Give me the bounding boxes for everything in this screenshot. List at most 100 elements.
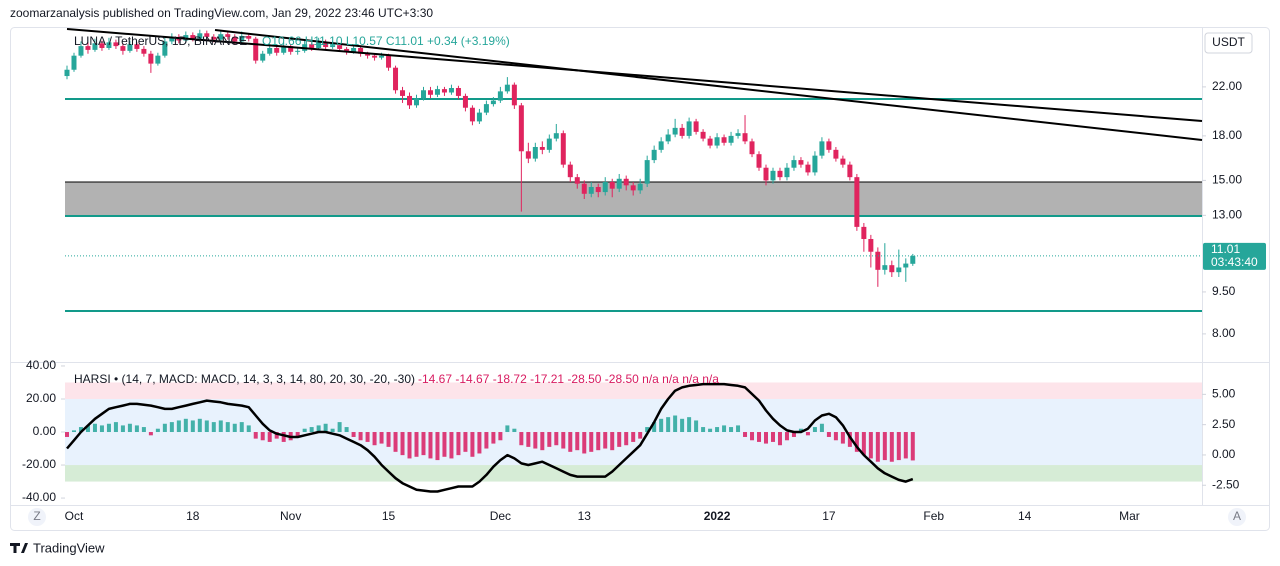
histogram-bar	[120, 425, 125, 433]
histogram-bar	[854, 432, 859, 452]
histogram-bar	[889, 432, 894, 462]
y-tick-label: 20.00	[26, 391, 56, 405]
histogram-bar	[141, 427, 146, 433]
histogram-bar	[71, 430, 76, 433]
candle-body	[358, 47, 364, 54]
histogram-bar	[505, 425, 510, 433]
candle-body	[127, 44, 133, 51]
histogram-bar	[92, 423, 97, 433]
candle-body	[113, 42, 119, 47]
candle-body	[400, 90, 406, 96]
zoom-button-label[interactable]: Z	[33, 509, 40, 523]
histogram-bar	[274, 432, 279, 439]
histogram-bar	[596, 432, 601, 451]
last-price-label: 11.01	[1211, 242, 1240, 256]
candle-body	[267, 47, 273, 54]
candle-body	[609, 182, 615, 189]
zoom-button[interactable]	[28, 508, 46, 526]
histogram-bar	[351, 432, 356, 437]
auto-button[interactable]	[1228, 508, 1246, 526]
histogram-bar	[610, 432, 615, 451]
y2-tick-label: 0.00	[1212, 447, 1236, 461]
histogram-bar	[708, 428, 713, 433]
histogram-bar	[260, 432, 265, 441]
histogram-bar	[309, 427, 314, 433]
candle-body	[525, 151, 531, 159]
candle-body	[462, 95, 468, 108]
candle-body	[546, 138, 552, 150]
candle-body	[812, 155, 818, 173]
x-tick-label: 18	[186, 509, 200, 523]
histogram-bar	[526, 432, 531, 447]
y2-tick-label: -2.50	[1212, 477, 1240, 491]
x-tick-label: 13	[578, 509, 592, 523]
currency-label[interactable]: USDT	[1212, 35, 1245, 49]
candle-body	[239, 35, 245, 42]
publish-header: zoomarzanalysis published on TradingView…	[10, 6, 433, 20]
candle-body	[246, 35, 252, 39]
histogram-bar	[743, 432, 748, 437]
histogram-bar	[155, 428, 160, 433]
histogram-bar	[764, 432, 768, 444]
histogram-bar	[99, 425, 104, 433]
candle-body	[120, 46, 126, 51]
histogram-bar	[337, 422, 342, 433]
candle-body	[910, 255, 916, 264]
histogram-bar	[407, 432, 412, 459]
histogram-bar	[540, 432, 545, 451]
x-tick-label: 15	[382, 509, 396, 523]
ohlc-legend: O10.66 H11.10 L10.57 C11.01 +0.34 (+3.19…	[262, 34, 510, 48]
histogram-bar	[204, 420, 209, 433]
histogram-bar	[484, 432, 489, 449]
histogram-bar	[666, 417, 671, 433]
x-tick-label: Mar	[1119, 509, 1140, 523]
candle-body	[721, 137, 727, 143]
histogram-bar	[847, 432, 852, 447]
histogram-bar	[365, 432, 370, 442]
histogram-bar	[386, 432, 391, 447]
y-tick-label: 0.00	[33, 424, 57, 438]
brand-name: TradingView	[33, 540, 105, 555]
histogram-bar	[903, 432, 908, 459]
candle-body	[693, 121, 699, 132]
histogram-bar	[777, 432, 782, 446]
x-tick-label: 2022	[704, 509, 731, 523]
candle-body	[316, 42, 322, 48]
candle-body	[679, 127, 685, 136]
candle-body	[770, 170, 776, 181]
candle-body	[372, 55, 378, 58]
histogram-bar	[253, 432, 258, 439]
candle-body	[784, 167, 790, 178]
histogram-bar	[421, 432, 426, 456]
histogram-bar	[694, 420, 699, 433]
x-tick-label: 14	[1018, 509, 1032, 523]
histogram-bar	[428, 432, 433, 459]
candle-body	[889, 265, 895, 273]
histogram-bar	[78, 427, 83, 433]
histogram-bar	[106, 423, 111, 433]
candle-body	[323, 42, 329, 48]
candle-body	[819, 141, 825, 156]
histogram-bar	[868, 432, 873, 459]
brand-logo	[10, 543, 28, 553]
auto-button-label[interactable]: A	[1233, 509, 1241, 523]
candle-body	[560, 133, 566, 165]
y2-tick-label: 2.50	[1212, 417, 1236, 431]
candle-body	[162, 41, 168, 56]
histogram-bar	[414, 432, 419, 457]
candle-body	[651, 149, 657, 161]
candle-body	[330, 45, 336, 48]
candle-body	[833, 149, 839, 159]
countdown-label: 03:43:40	[1211, 255, 1258, 269]
histogram-bar	[456, 432, 461, 456]
x-tick-label: Nov	[280, 509, 301, 523]
candle-body	[134, 44, 140, 49]
candle-body	[714, 137, 720, 146]
candle-body	[407, 95, 413, 106]
histogram-bar	[910, 432, 915, 461]
histogram-bar	[840, 432, 845, 444]
histogram-bar	[435, 432, 440, 461]
candle-body	[658, 141, 664, 150]
currency-badge[interactable]	[1204, 32, 1253, 54]
